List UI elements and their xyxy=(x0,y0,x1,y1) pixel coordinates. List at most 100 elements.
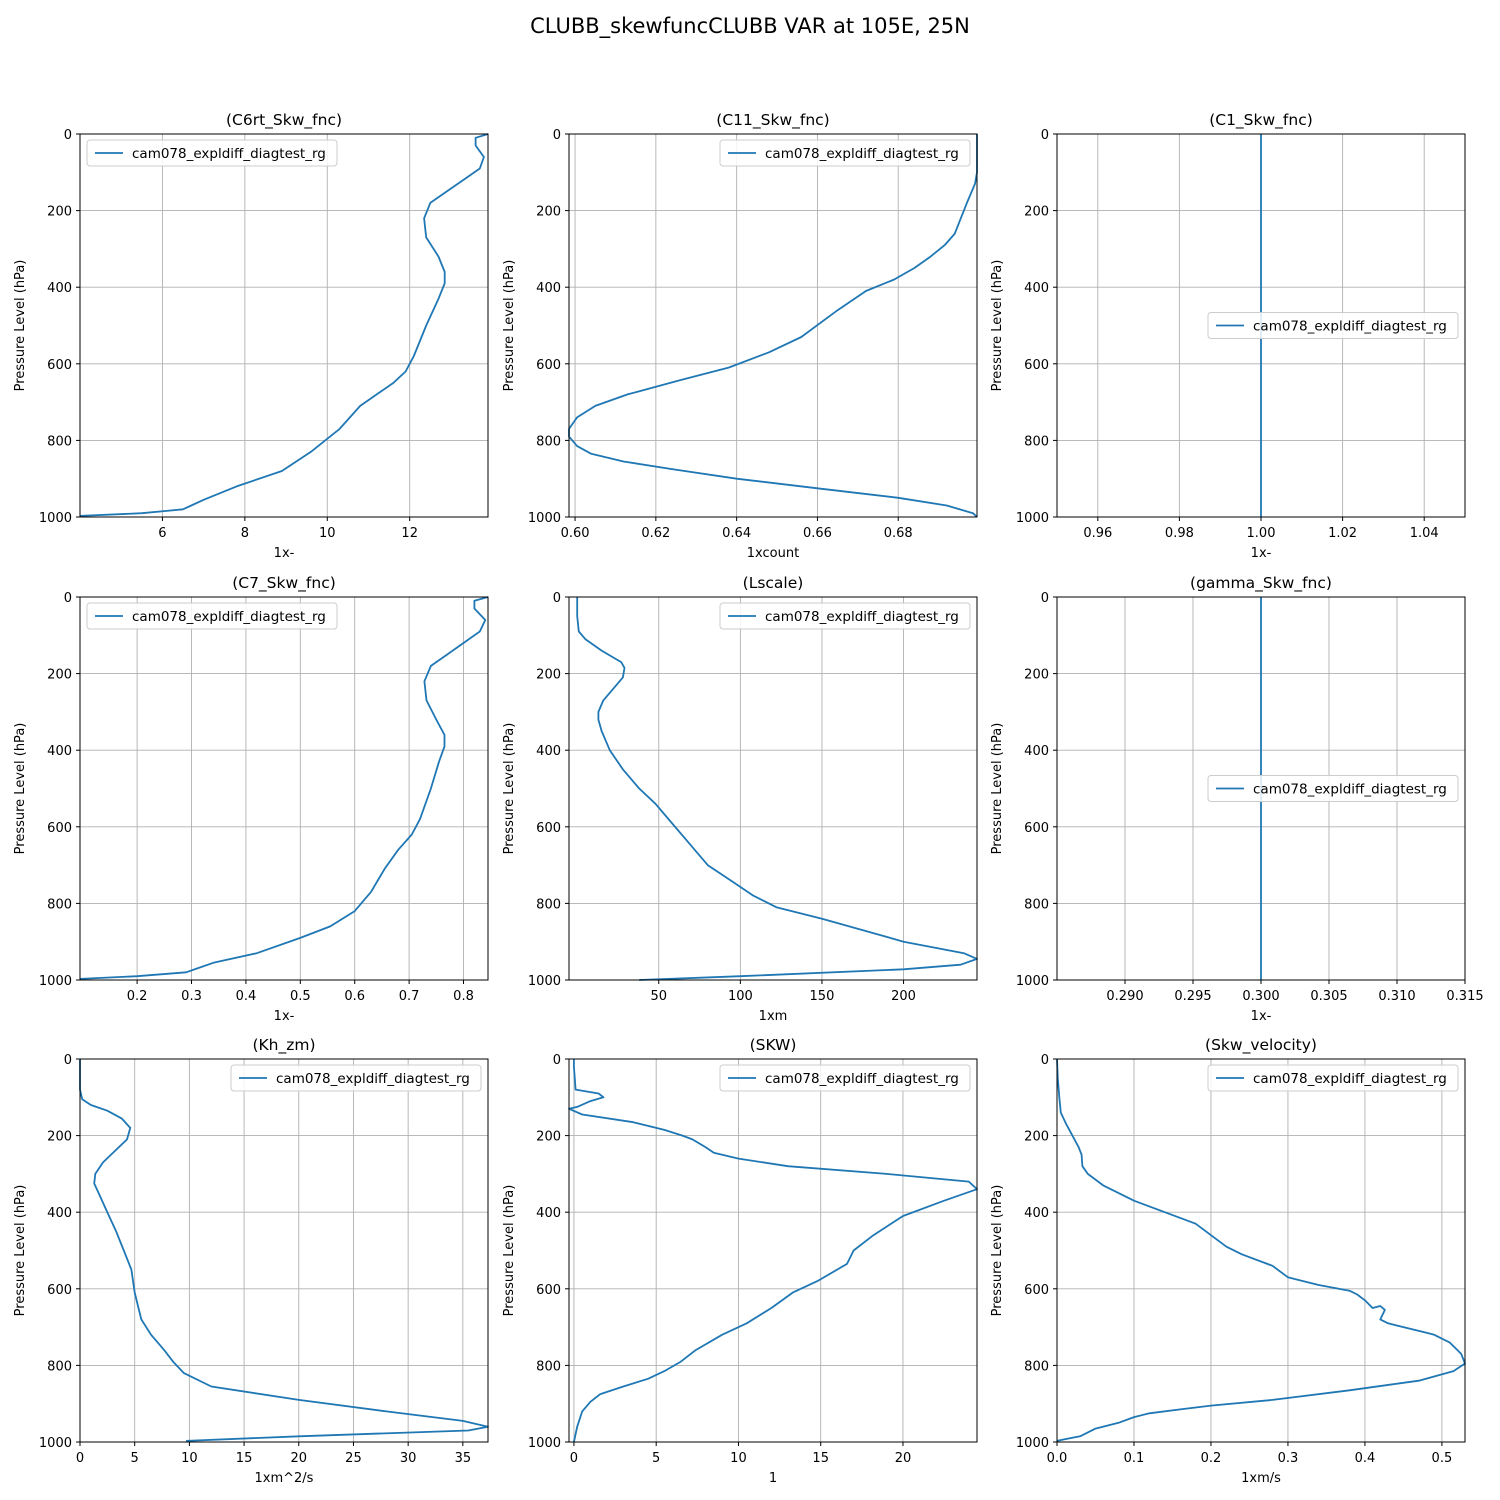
series-line xyxy=(79,133,489,517)
y-tick-label: 1000 xyxy=(39,511,72,526)
y-tick-label: 600 xyxy=(1024,358,1049,373)
y-tick-label: 800 xyxy=(47,1359,72,1374)
y-tick-label: 600 xyxy=(47,1283,72,1298)
y-tick-label: 600 xyxy=(1024,1283,1049,1298)
x-tick-label: 0.295 xyxy=(1174,989,1211,1004)
chart-panel-1: 6 8 10 12 0 200 400 600 800 1000 (C6rt_Skw_fnc) 1x-… xyxy=(13,111,489,561)
chart-panel-2: 0.60 0.62 0.64 0.66 0.68 0 200 400 600 800 1000 (C1… xyxy=(502,111,978,561)
y-axis-label: Pressure Level (hPa) xyxy=(13,723,28,855)
y-axis-label: Pressure Level (hPa) xyxy=(13,1185,28,1317)
axes-frame xyxy=(568,596,978,981)
legend: cam078_expldiff_diagtest_rg xyxy=(86,602,338,630)
legend-box xyxy=(719,1064,971,1092)
x-tick-label: 0.5 xyxy=(1432,1451,1453,1466)
x-tick-label: 0.7 xyxy=(399,989,420,1004)
x-tick-label: 0.305 xyxy=(1310,989,1347,1004)
y-tick-label: 600 xyxy=(47,358,72,373)
x-tick-label: 0.98 xyxy=(1165,526,1194,541)
y-axis-label: Pressure Level (hPa) xyxy=(990,1185,1005,1317)
y-tick-label: 200 xyxy=(47,205,72,220)
x-tick-label: 15 xyxy=(236,1451,253,1466)
series-line xyxy=(79,596,489,980)
y-tick-label: 0 xyxy=(1041,1053,1049,1068)
y-tick-label: 0 xyxy=(64,1053,72,1068)
x-tick-label: 0.4 xyxy=(1355,1451,1376,1466)
y-tick-label: 400 xyxy=(47,1206,72,1221)
y-tick-label: 0 xyxy=(553,591,561,606)
y-tick-label: 1000 xyxy=(528,511,561,526)
x-tick-label: 0.2 xyxy=(127,989,148,1004)
x-tick-label: 0.68 xyxy=(884,526,913,541)
x-tick-label: 0.300 xyxy=(1242,989,1279,1004)
x-axis-label: 1x- xyxy=(1251,1009,1272,1024)
x-tick-label: 1.00 xyxy=(1247,526,1276,541)
series-line xyxy=(576,597,978,981)
x-tick-label: 0.290 xyxy=(1106,989,1143,1004)
x-tick-label: 0.315 xyxy=(1446,989,1483,1004)
x-tick-label: 5 xyxy=(652,1451,660,1466)
axes-frame xyxy=(1056,596,1466,981)
chart-title: (C7_Skw_fnc) xyxy=(232,574,336,593)
x-tick-label: 5 xyxy=(131,1451,139,1466)
y-tick-label: 600 xyxy=(1024,821,1049,836)
x-tick-label: 0.8 xyxy=(453,989,474,1004)
y-axis-label: Pressure Level (hPa) xyxy=(502,260,517,392)
legend-label: cam078_expldiff_diagtest_rg xyxy=(1253,319,1447,335)
chart-panel-7: 0 5 10 15 20 25 30 35 0 200 400 600 800 1000 (Kh_zm) 1x… xyxy=(13,1036,489,1486)
legend-box xyxy=(1207,312,1459,339)
axes-frame xyxy=(79,1058,489,1443)
x-tick-label: 0.1 xyxy=(1124,1451,1145,1466)
x-tick-label: 20 xyxy=(290,1451,307,1466)
x-tick-label: 0.5 xyxy=(290,989,311,1004)
x-tick-label: 0.4 xyxy=(236,989,257,1004)
y-axis-label: Pressure Level (hPa) xyxy=(502,723,517,855)
x-axis-label: 1xm/s xyxy=(1241,1471,1281,1486)
legend: cam078_expldiff_diagtest_rg xyxy=(1207,775,1459,802)
chart-panel-5: 50 100 150 200 0 200 400 600 800 1000 (Lscale) 1xm P… xyxy=(502,574,978,1024)
y-tick-label: 400 xyxy=(47,281,72,296)
series-line xyxy=(79,1059,489,1442)
legend-label: cam078_expldiff_diagtest_rg xyxy=(1253,782,1447,798)
y-tick-label: 1000 xyxy=(528,974,561,989)
x-tick-label: 12 xyxy=(401,526,418,541)
y-tick-label: 400 xyxy=(536,744,561,759)
chart-title: (C11_Skw_fnc) xyxy=(716,111,829,130)
legend-label: cam078_expldiff_diagtest_rg xyxy=(765,609,959,625)
x-tick-label: 0 xyxy=(76,1451,84,1466)
chart-panel-4: 0.2 0.3 0.4 0.5 0.6 0.7 0.8 0 200 400 600 800 1000 (C… xyxy=(13,574,489,1024)
x-axis-label: 1x- xyxy=(274,1009,295,1024)
legend: cam078_expldiff_diagtest_rg xyxy=(719,139,971,167)
y-tick-label: 0 xyxy=(1041,591,1049,606)
legend: cam078_expldiff_diagtest_rg xyxy=(719,1064,971,1092)
y-tick-label: 800 xyxy=(47,434,72,449)
y-axis-label: Pressure Level (hPa) xyxy=(13,260,28,392)
y-tick-label: 800 xyxy=(1024,897,1049,912)
legend: cam078_expldiff_diagtest_rg xyxy=(1207,312,1459,339)
axes-frame xyxy=(568,133,978,518)
legend-box xyxy=(230,1064,482,1092)
series-line xyxy=(568,1059,978,1443)
y-tick-label: 0 xyxy=(553,128,561,143)
x-axis-label: 1xm^2/s xyxy=(255,1471,314,1486)
chart-title: (C6rt_Skw_fnc) xyxy=(226,111,342,130)
y-axis-label: Pressure Level (hPa) xyxy=(990,723,1005,855)
y-tick-label: 400 xyxy=(1024,744,1049,759)
axes-frame xyxy=(79,596,489,981)
y-axis-label: Pressure Level (hPa) xyxy=(990,260,1005,392)
legend-box xyxy=(86,139,338,167)
x-tick-label: 1.02 xyxy=(1328,526,1357,541)
legend-box xyxy=(719,139,971,167)
y-tick-label: 800 xyxy=(536,897,561,912)
y-tick-label: 200 xyxy=(1024,205,1049,220)
legend: cam078_expldiff_diagtest_rg xyxy=(1207,1064,1459,1092)
x-tick-label: 0.2 xyxy=(1201,1451,1222,1466)
y-tick-label: 400 xyxy=(536,281,561,296)
y-tick-label: 200 xyxy=(536,1130,561,1145)
x-tick-label: 25 xyxy=(345,1451,362,1466)
legend-box xyxy=(1207,1064,1459,1092)
chart-title: (SKW) xyxy=(750,1036,797,1054)
chart-title: (Skw_velocity) xyxy=(1205,1036,1317,1055)
x-tick-label: 200 xyxy=(891,989,916,1004)
legend-label: cam078_expldiff_diagtest_rg xyxy=(765,146,959,162)
